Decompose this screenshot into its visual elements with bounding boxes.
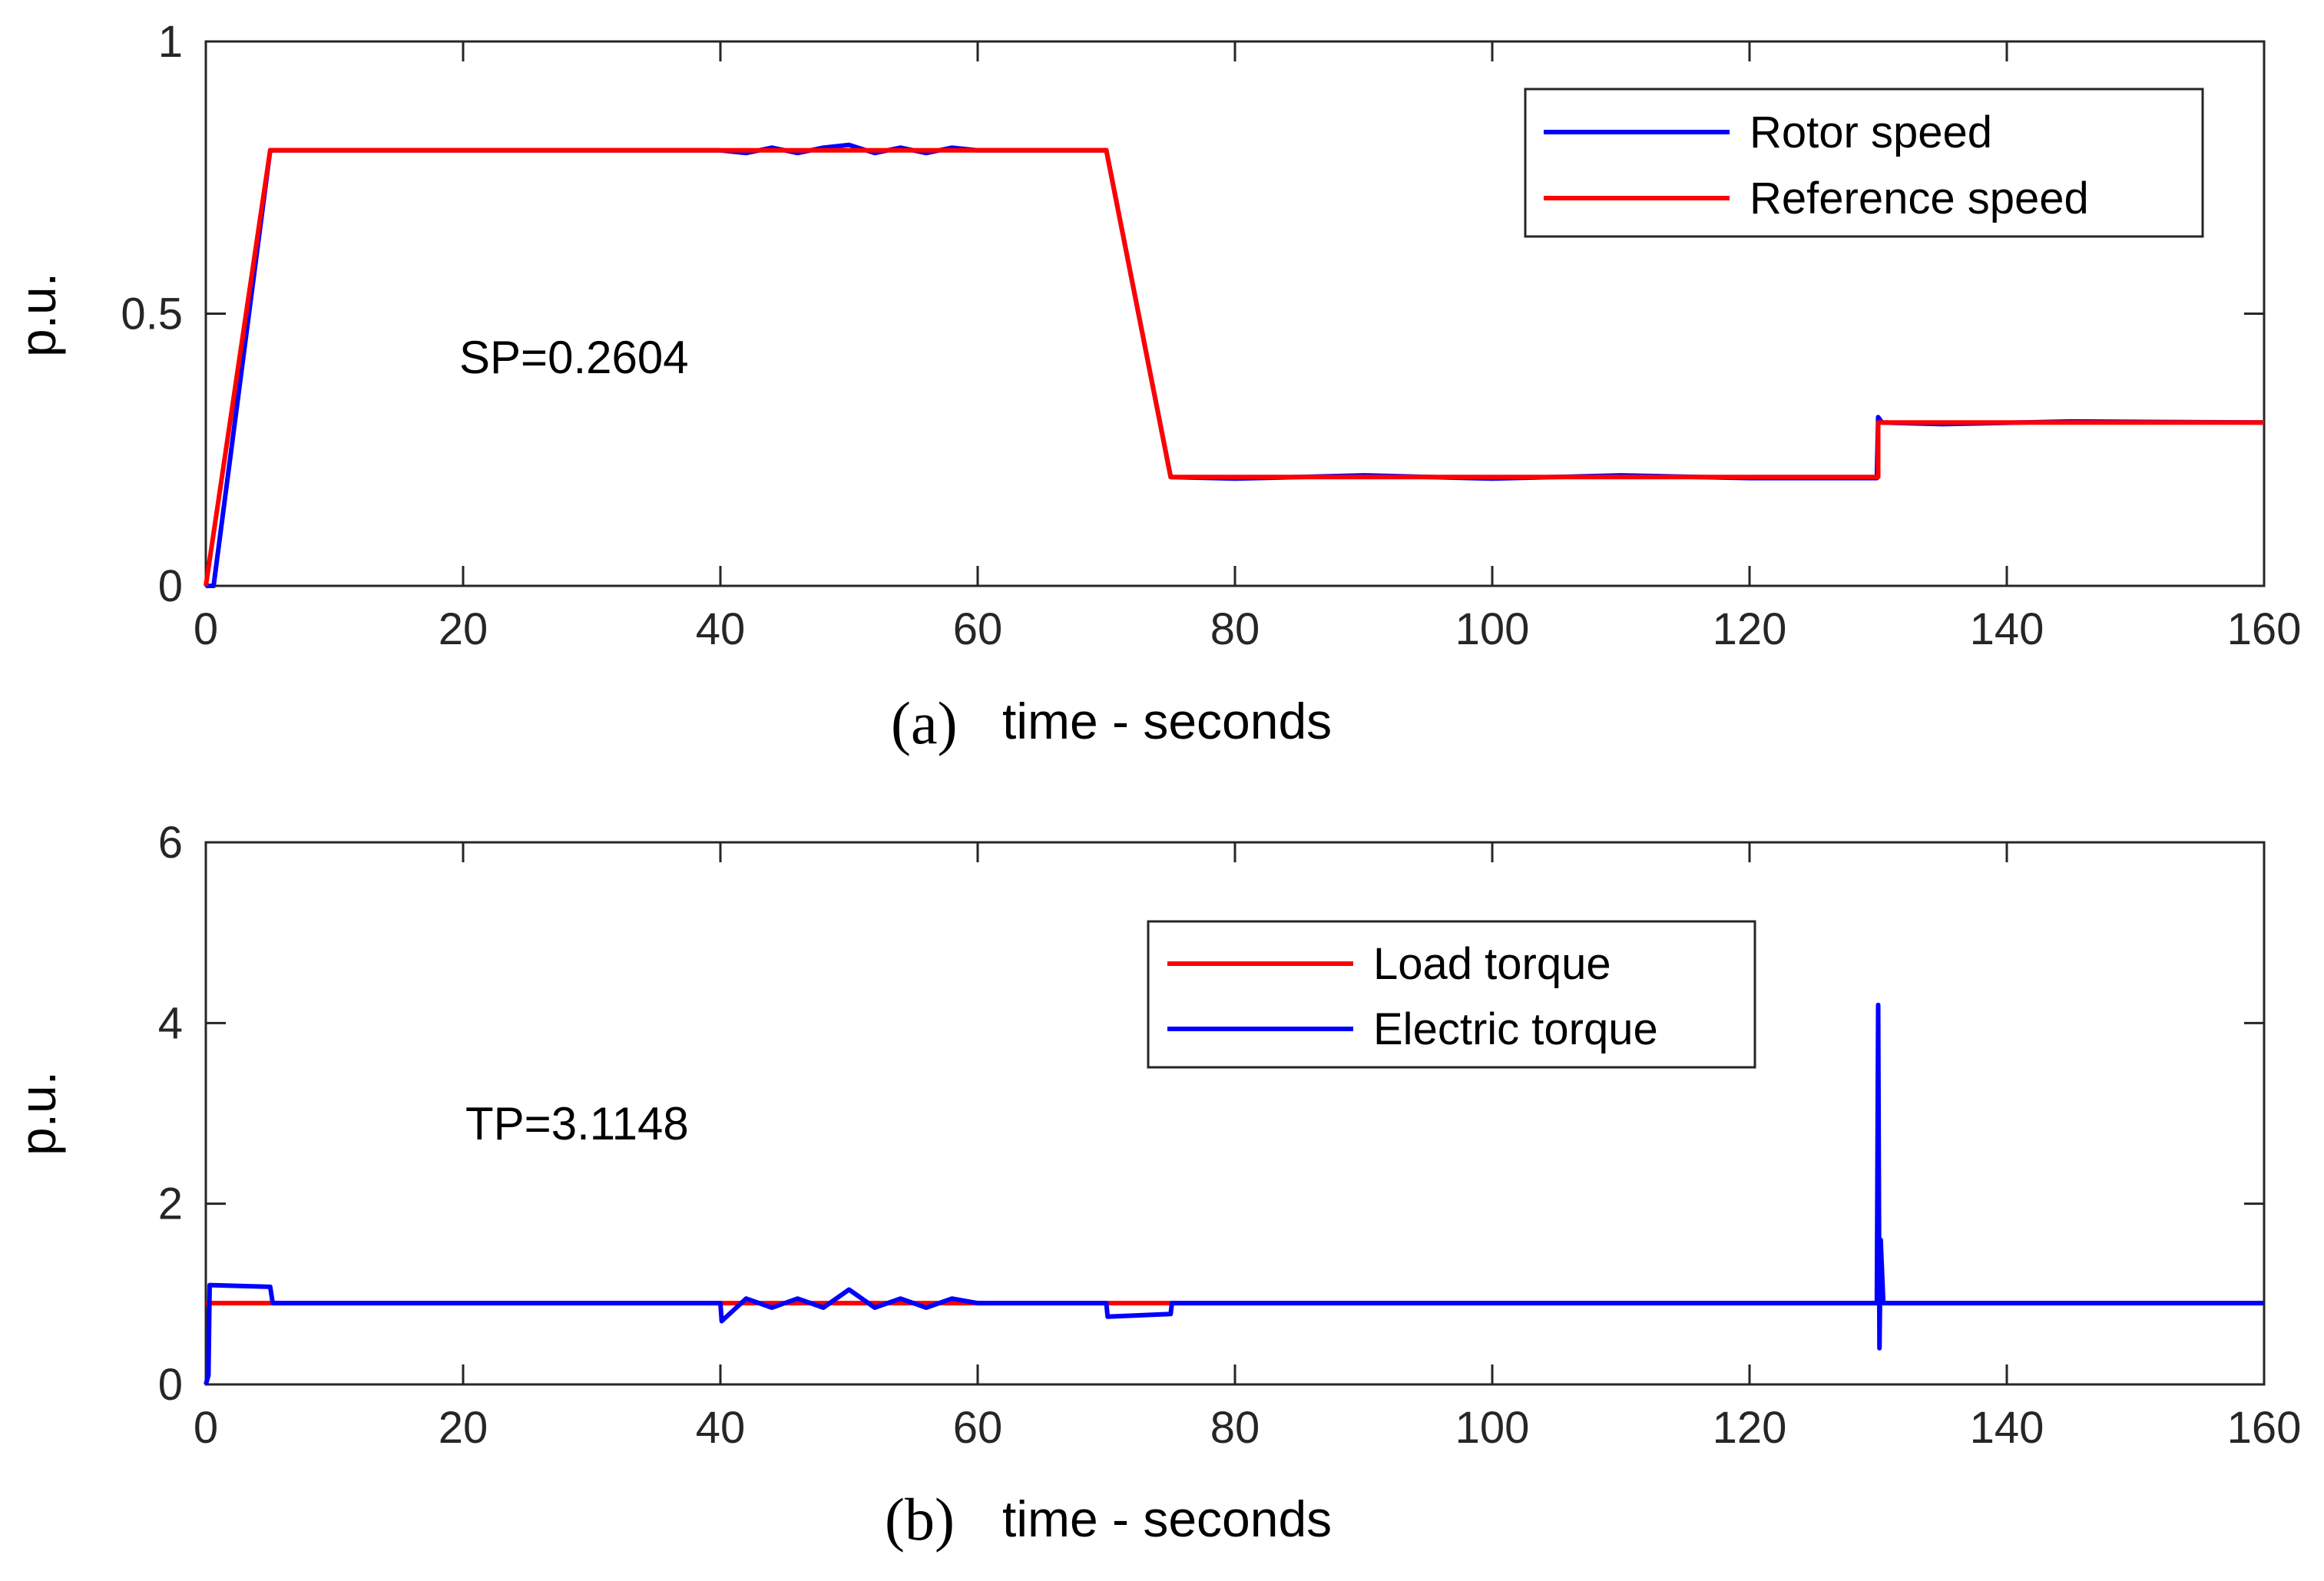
panel-b-xlabel: time - seconds — [1002, 1490, 1332, 1547]
panel-a-ytick-label: 1 — [158, 17, 183, 67]
panel-b-xtick-label: 160 — [2227, 1403, 2302, 1453]
panel-b-xtick-label: 100 — [1455, 1403, 1530, 1453]
panel-a-xtick-label: 40 — [696, 604, 746, 654]
panel-b-xtick-label: 80 — [1210, 1403, 1260, 1453]
panel-a-xtick-label: 60 — [953, 604, 1003, 654]
panel-a-xtick-label: 140 — [1970, 604, 2044, 654]
panel-a-xtick-label: 100 — [1455, 604, 1530, 654]
panel-a-annotation: SP=0.2604 — [459, 332, 689, 383]
panel-a-xlabel: time - seconds — [1002, 693, 1332, 749]
panel-b-xtick-label: 60 — [953, 1403, 1003, 1453]
panel-a-ticks: 0 20 40 60 80 100 120 140 160 0 0.5 1 — [121, 17, 2301, 654]
panel-a-xtick-label: 160 — [2227, 604, 2302, 654]
panel-b-legend-box — [1147, 920, 1756, 1069]
panel-a-xtick-label: 0 — [194, 604, 218, 654]
panel-a-xtick-label: 120 — [1713, 604, 1787, 654]
panel-b-ytick-label: 6 — [158, 818, 183, 868]
panel-b-xtick-label: 40 — [696, 1403, 746, 1453]
panel-a-legend-box — [1524, 88, 2204, 238]
panel-b-ytick-label: 0 — [158, 1360, 183, 1410]
legend-label-reference-speed: Reference speed — [1750, 174, 2089, 223]
panel-a: 0 20 40 60 80 100 120 140 160 0 0.5 1 p.u. (a) time… — [9, 17, 2301, 756]
series-line-reference-speed — [204, 147, 2264, 587]
panel-b-xtick-label: 0 — [194, 1403, 218, 1453]
panel-b-xtick-label: 20 — [439, 1403, 488, 1453]
panel-a-ylabel: p.u. — [9, 273, 66, 357]
series-line-electric-torque — [204, 1002, 2264, 1385]
panel-b-annotation: TP=3.1148 — [465, 1098, 689, 1149]
panel-b-letter: (b) — [885, 1486, 955, 1553]
panel-a-ytick-label: 0 — [158, 561, 183, 611]
panel-b-ytick-label: 2 — [158, 1179, 183, 1229]
panel-a-ytick-label: 0.5 — [121, 289, 183, 339]
panel-b-xtick-label: 140 — [1970, 1403, 2044, 1453]
panel-b: 0 20 40 60 80 100 120 140 160 0 2 4 6 p.u. (b) time … — [9, 818, 2301, 1553]
panel-b-ylabel: p.u. — [9, 1071, 66, 1156]
panel-b-xtick-label: 120 — [1713, 1403, 1787, 1453]
panel-a-series — [204, 142, 2265, 588]
legend-label-load-torque: Load torque — [1373, 939, 1611, 989]
panel-b-ytick-label: 4 — [158, 998, 183, 1048]
panel-a-xtick-label: 80 — [1210, 604, 1260, 654]
panel-b-ticks: 0 20 40 60 80 100 120 140 160 0 2 4 6 — [158, 818, 2302, 1453]
panel-a-legend: Rotor speed Reference speed — [1524, 88, 2204, 238]
panel-a-xtick-label: 20 — [439, 604, 488, 654]
panel-a-letter: (a) — [891, 690, 958, 756]
panel-b-series — [204, 1002, 2264, 1385]
panel-b-legend: Load torque Electric torque — [1147, 920, 1756, 1069]
legend-label-electric-torque: Electric torque — [1373, 1004, 1658, 1054]
legend-label-rotor-speed: Rotor speed — [1750, 107, 1992, 157]
